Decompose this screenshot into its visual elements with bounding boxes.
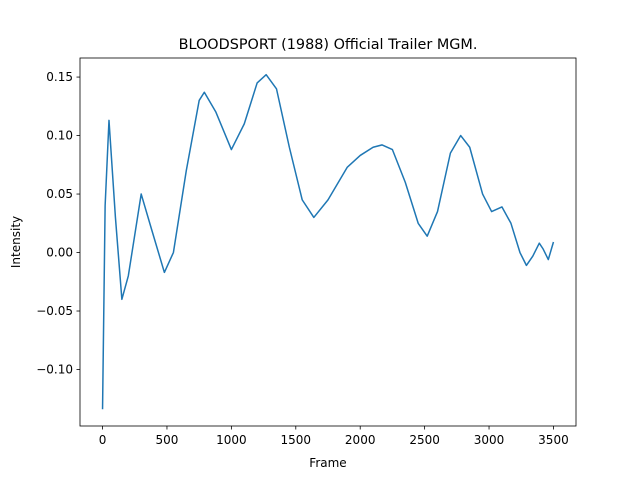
y-tick-label: 0.15 xyxy=(46,70,73,84)
x-tick-label: 2500 xyxy=(409,433,440,447)
y-tick-label: 0.10 xyxy=(46,129,73,143)
plot-frame xyxy=(79,57,577,427)
x-tick-label: 0 xyxy=(99,433,107,447)
y-tick-label: −0.05 xyxy=(36,304,73,318)
x-tick-label: 2000 xyxy=(345,433,376,447)
x-tick-label: 3500 xyxy=(538,433,569,447)
x-tick-label: 500 xyxy=(156,433,179,447)
chart-title: BLOODSPORT (1988) Official Trailer MGM. xyxy=(179,37,478,53)
y-tick-label: 0.00 xyxy=(46,246,73,260)
x-tick-label: 1500 xyxy=(281,433,312,447)
y-tick-label: 0.05 xyxy=(46,187,73,201)
y-tick-label: −0.10 xyxy=(36,363,73,377)
y-axis-label: Intensity xyxy=(9,216,23,268)
x-axis-label: Frame xyxy=(309,456,346,470)
x-tick-label: 1000 xyxy=(216,433,247,447)
x-tick-label: 3000 xyxy=(474,433,505,447)
line-series xyxy=(101,73,555,410)
